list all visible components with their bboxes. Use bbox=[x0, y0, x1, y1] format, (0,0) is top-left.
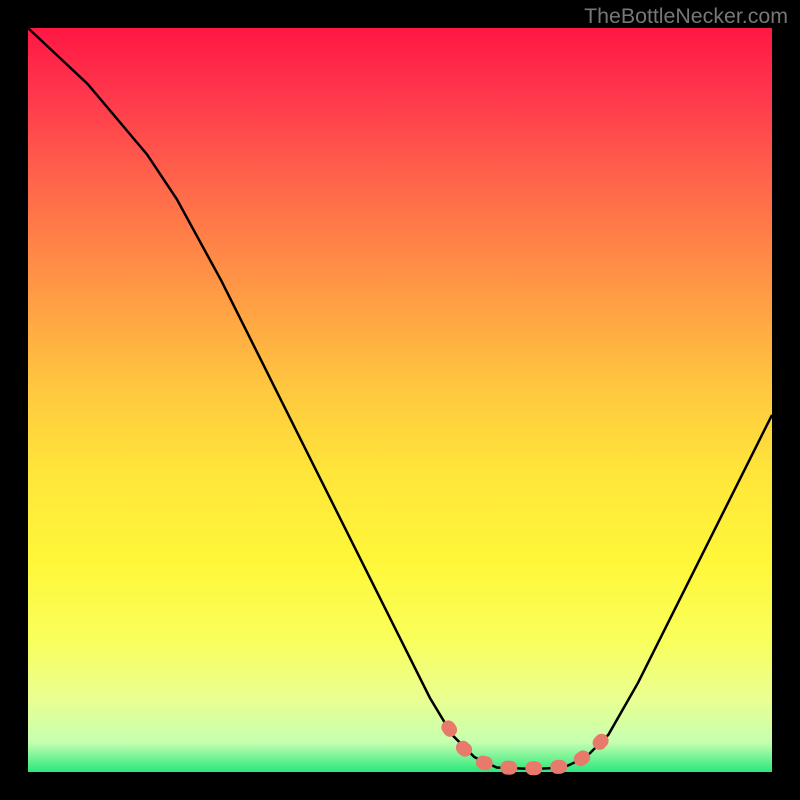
bottleneck-chart: TheBottleNecker.com bbox=[0, 0, 800, 800]
chart-svg bbox=[0, 0, 800, 800]
attribution-label: TheBottleNecker.com bbox=[584, 4, 788, 29]
plot-background bbox=[28, 28, 772, 772]
